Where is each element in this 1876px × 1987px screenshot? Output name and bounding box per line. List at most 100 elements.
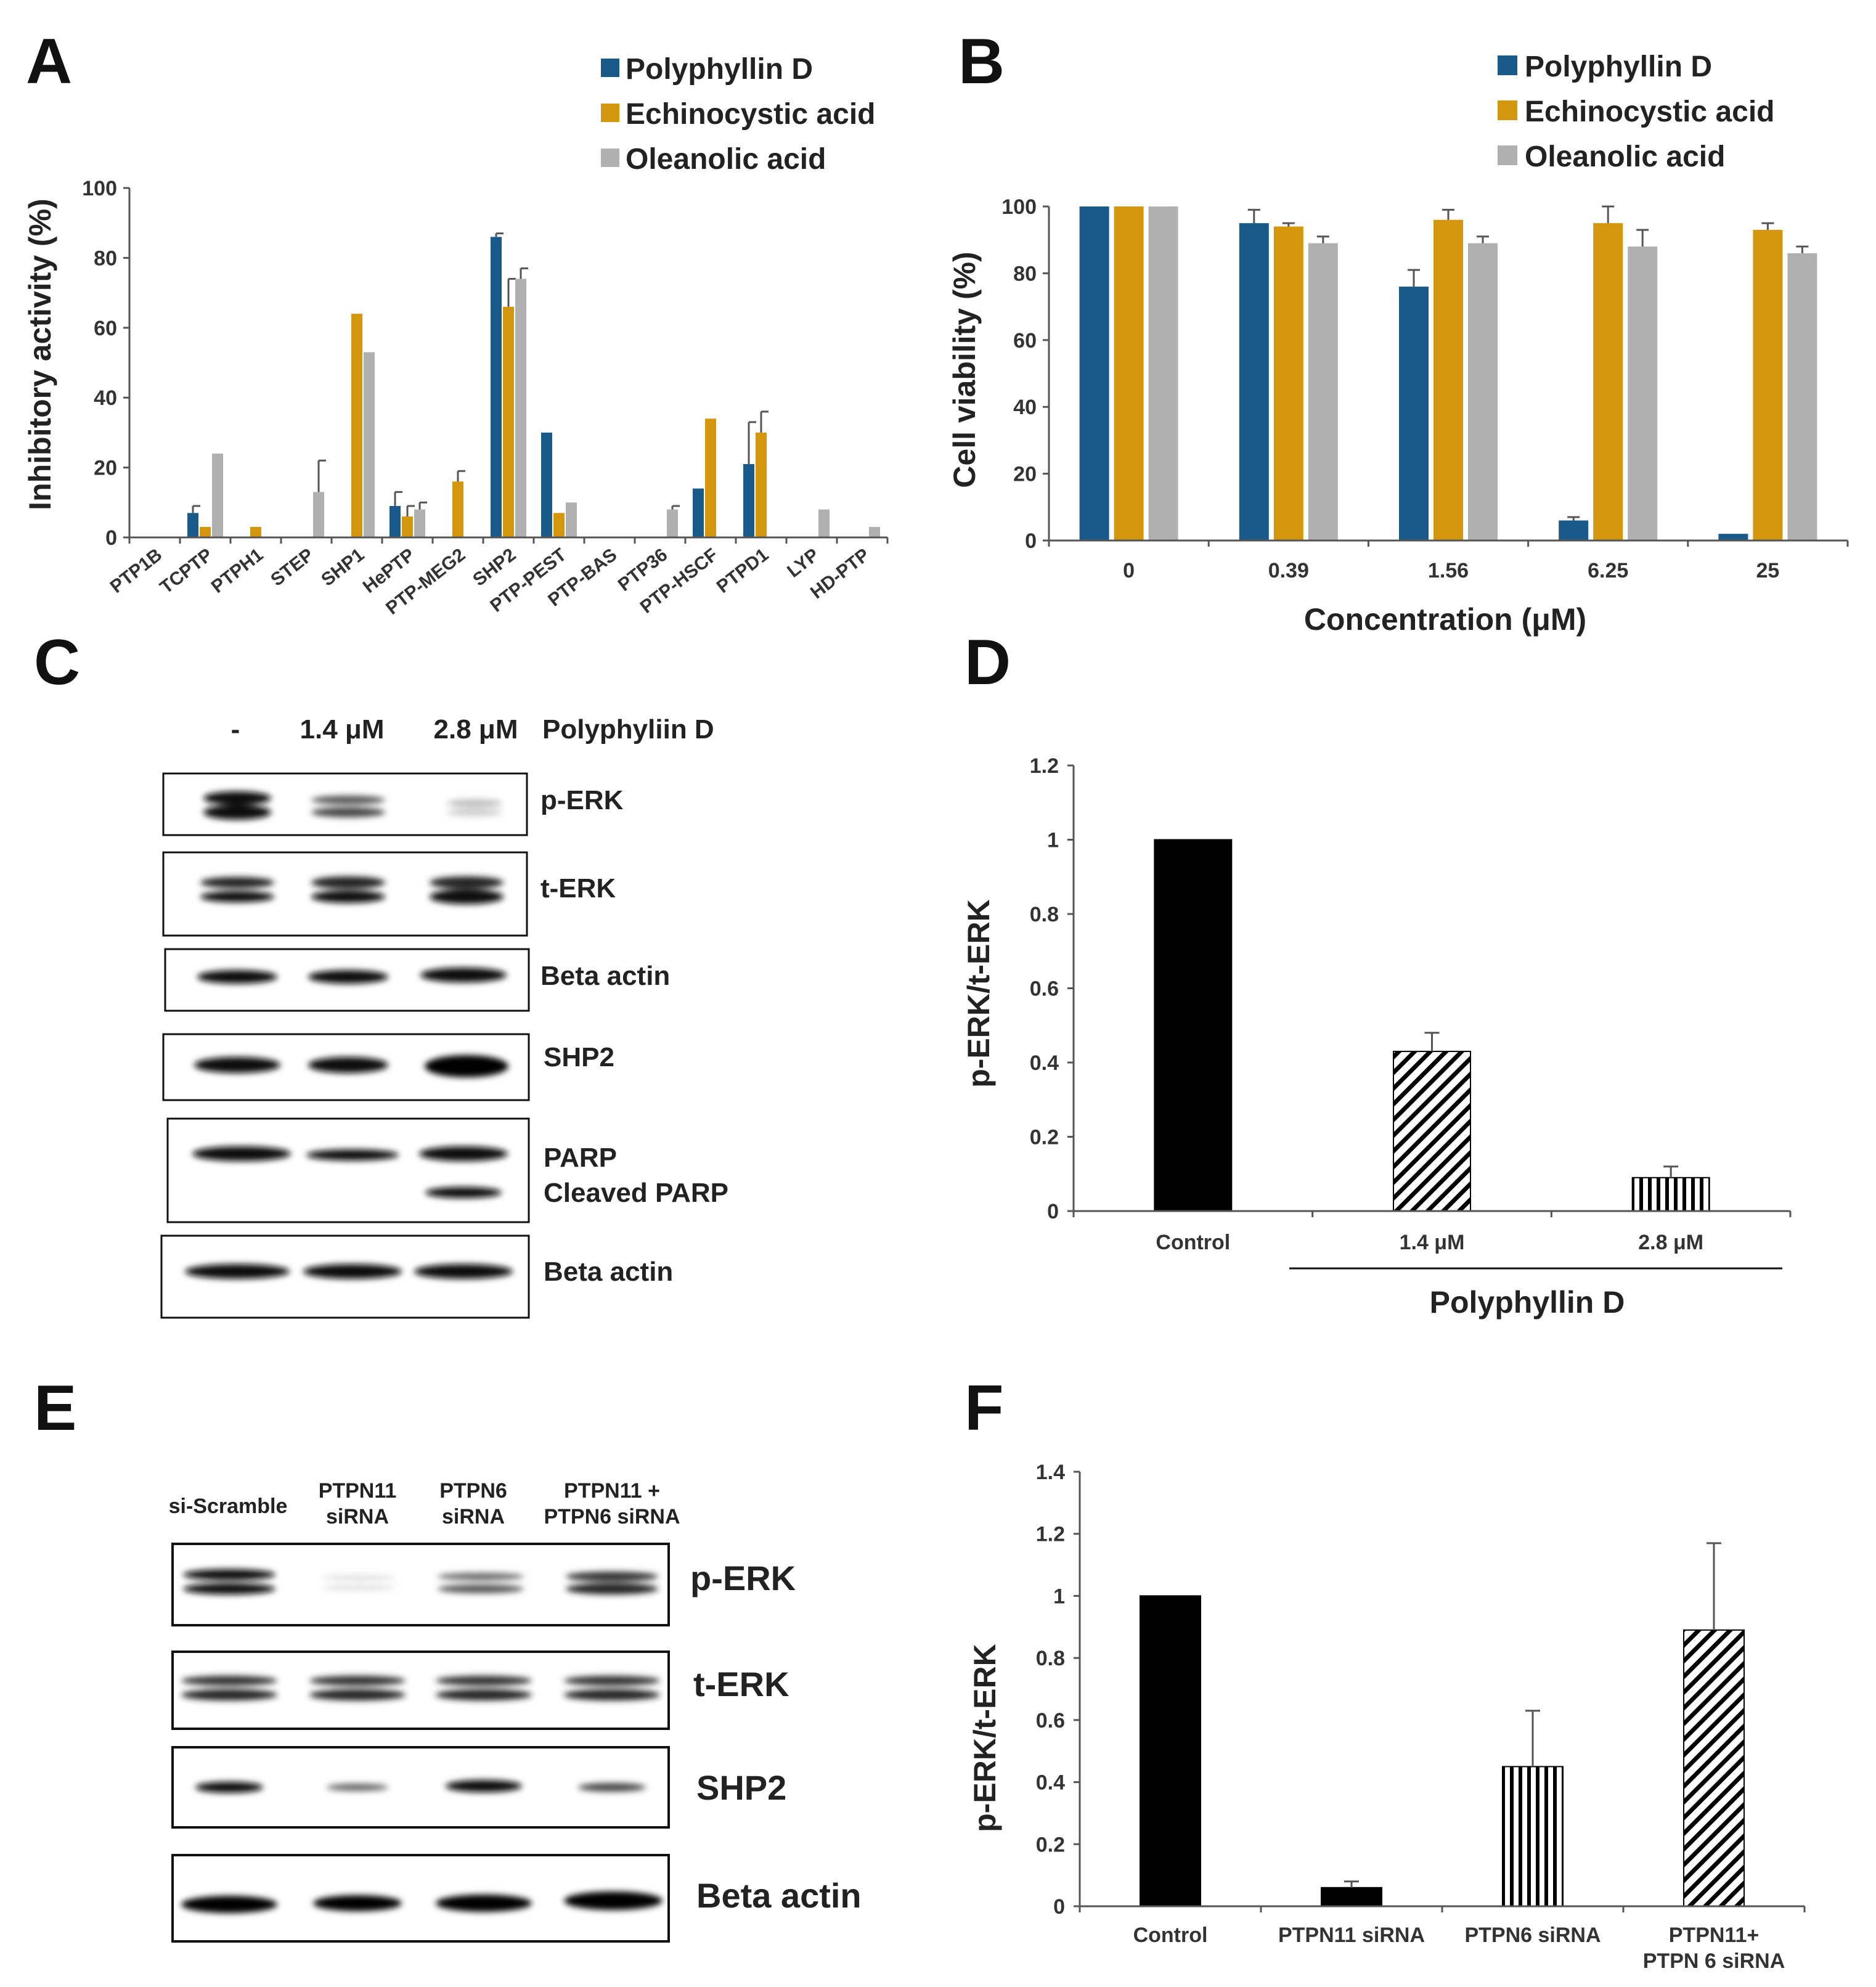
chart-f-xtick-label: PTPN 6 siRNA — [1643, 1949, 1785, 1973]
blot-e-lane-4-header-line1: PTPN11 + — [564, 1479, 660, 1503]
blot-c-parp-box — [166, 1117, 530, 1223]
chart-a-bar — [515, 279, 526, 537]
chart-f-xtick-label: PTPN6 siRNA — [1464, 1924, 1601, 1947]
blot-c-label-terk: t-ERK — [540, 873, 616, 904]
blot-e-lane-1-header: si-Scramble — [169, 1495, 288, 1518]
blot-e-perk-bands — [183, 1569, 658, 1594]
chart-f-bar — [1683, 1629, 1745, 1907]
blot-c-perk-bands — [203, 791, 502, 820]
chart-d-bar — [1393, 1050, 1471, 1212]
chart-d-ytick-label: 0 — [1047, 1200, 1059, 1223]
chart-a-ytick-label: 100 — [82, 177, 117, 200]
chart-d-ytick-label: 0.8 — [1030, 903, 1059, 926]
chart-a-bar — [491, 237, 502, 537]
chart-b-bar — [1148, 206, 1178, 541]
chart-a-ytick-label: 20 — [94, 457, 117, 480]
blot-c-label-perk: p-ERK — [540, 785, 624, 815]
chart-d-ytick-label: 0.4 — [1030, 1051, 1059, 1075]
chart-a-bar — [541, 432, 552, 537]
chart-f-xtick-label: Control — [1133, 1924, 1208, 1947]
blot-e-lane-4-header-line2: PTPN6 siRNA — [544, 1505, 680, 1528]
chart-a-bar — [212, 453, 223, 537]
chart-a-bar — [705, 418, 716, 537]
chart-b-ytick-label: 60 — [1013, 329, 1037, 353]
chart-a-bar — [503, 306, 514, 537]
chart-a-bar — [402, 516, 413, 537]
chart-a-ytick-label: 80 — [94, 247, 117, 270]
chart-b-bar — [1718, 534, 1748, 541]
chart-b-bar — [1468, 243, 1498, 541]
chart-d-ytick-label: 1 — [1047, 829, 1059, 852]
chart-b-bar — [1434, 219, 1463, 541]
chart-d-ytick-label: 0.2 — [1030, 1126, 1059, 1149]
chart-b-bar — [1628, 247, 1658, 541]
chart-f-bar — [1321, 1887, 1382, 1907]
chart-a-ylabel: Inhibitory activity (%) — [23, 198, 57, 510]
chart-f-ytick-label: 0.6 — [1036, 1709, 1065, 1732]
chart-a-xtick-label: TCPTP — [156, 545, 216, 598]
panel-letter-b: B — [958, 26, 1005, 97]
chart-a-bar — [553, 513, 565, 537]
chart-f: p-ERK/t-ERK 0 0.2 0.4 0.6 0.8 1 1.2 1.4 Control… — [968, 1461, 1806, 1973]
chart-a-bar — [364, 352, 375, 537]
chart-a-ytick-label: 0 — [105, 526, 117, 550]
legend-swatch-polyphyllin — [601, 59, 619, 77]
chart-a-xtick-label: PTPD1 — [713, 545, 773, 598]
blot-c-lane-2-header: 1.4 μM — [300, 714, 385, 745]
chart-a-bar — [566, 502, 577, 537]
chart-f-ytick-label: 1.2 — [1036, 1523, 1065, 1546]
chart-d-bar — [1631, 1177, 1710, 1212]
chart-d: p-ERK/t-ERK 0 0.2 0.4 0.6 0.8 1 1.2 Control 1.4… — [961, 754, 1792, 1320]
legend-swatch-oleanolic — [601, 149, 619, 167]
legend-swatch-polyphyllin — [1498, 55, 1517, 75]
chart-a-bar — [756, 432, 767, 537]
legend-label-echinocystic: Echinocystic acid — [626, 98, 876, 131]
chart-a-bar — [250, 526, 261, 537]
blot-c-shp2-bands — [194, 1055, 508, 1077]
chart-b-bar — [1787, 253, 1817, 541]
chart-b-xtick-label: 0.39 — [1268, 559, 1309, 582]
chart-b-ytick-label: 80 — [1013, 262, 1037, 285]
legend-swatch-oleanolic — [1498, 145, 1517, 165]
chart-f-ytick-label: 0.8 — [1036, 1647, 1065, 1670]
chart-b: Polyphyllin D Echinocystic acid Oleanoli… — [947, 51, 1849, 637]
blot-e-terk-bands — [181, 1676, 660, 1700]
blot-e-label-terk: t-ERK — [693, 1665, 789, 1703]
chart-b-ytick-label: 100 — [1001, 195, 1037, 219]
panel-letter-f: F — [965, 1373, 1004, 1444]
chart-d-xtick-label: 1.4 μM — [1400, 1231, 1465, 1254]
blot-c-label-beta2: Beta actin — [544, 1257, 673, 1287]
blot-c: - 1.4 μM 2.8 μM Polyphyliin D p-ERK t-ER… — [160, 714, 728, 1319]
chart-d-ytick-label: 1.2 — [1030, 754, 1059, 778]
chart-b-bar — [1079, 206, 1109, 541]
chart-a-xtick-label: PTPH1 — [208, 545, 267, 598]
chart-a-bar — [414, 509, 425, 537]
panel-letter-e: E — [34, 1373, 76, 1444]
chart-f-xtick-label: PTPN11 siRNA — [1278, 1924, 1425, 1947]
panel-letter-c: C — [34, 627, 80, 698]
blot-c-terk-bands — [200, 876, 504, 904]
blot-c-label-parp: PARP — [544, 1143, 617, 1173]
legend-swatch-echinocystic — [601, 104, 619, 122]
blot-e-lane-3-header-line1: PTPN6 — [439, 1479, 507, 1503]
blot-e-beta-bands — [181, 1891, 663, 1913]
chart-a-bar — [452, 481, 463, 537]
chart-b-bar — [1273, 226, 1303, 541]
chart-b-xtick-label: 25 — [1756, 559, 1779, 582]
chart-b-bar — [1239, 223, 1269, 541]
chart-a-bar — [869, 526, 880, 537]
chart-f-ytick-label: 0.2 — [1036, 1833, 1065, 1856]
blot-c-parp-bands — [192, 1146, 508, 1198]
chart-a-bar — [351, 314, 362, 537]
legend-swatch-echinocystic — [1498, 100, 1517, 120]
chart-a-bar — [818, 509, 830, 537]
chart-f-ylabel: p-ERK/t-ERK — [968, 1644, 1002, 1832]
chart-b-xlabel: Concentration (μM) — [1304, 602, 1586, 637]
chart-d-xtick-label: Control — [1156, 1231, 1230, 1254]
legend-label-polyphyllin: Polyphyllin D — [626, 53, 813, 86]
chart-f-bar — [1140, 1595, 1201, 1907]
panel-letter-d: D — [965, 627, 1011, 698]
blot-e-shp2-bands — [195, 1780, 646, 1793]
chart-a-bar — [667, 509, 678, 537]
chart-d-xlabel: Polyphyllin D — [1430, 1285, 1625, 1320]
